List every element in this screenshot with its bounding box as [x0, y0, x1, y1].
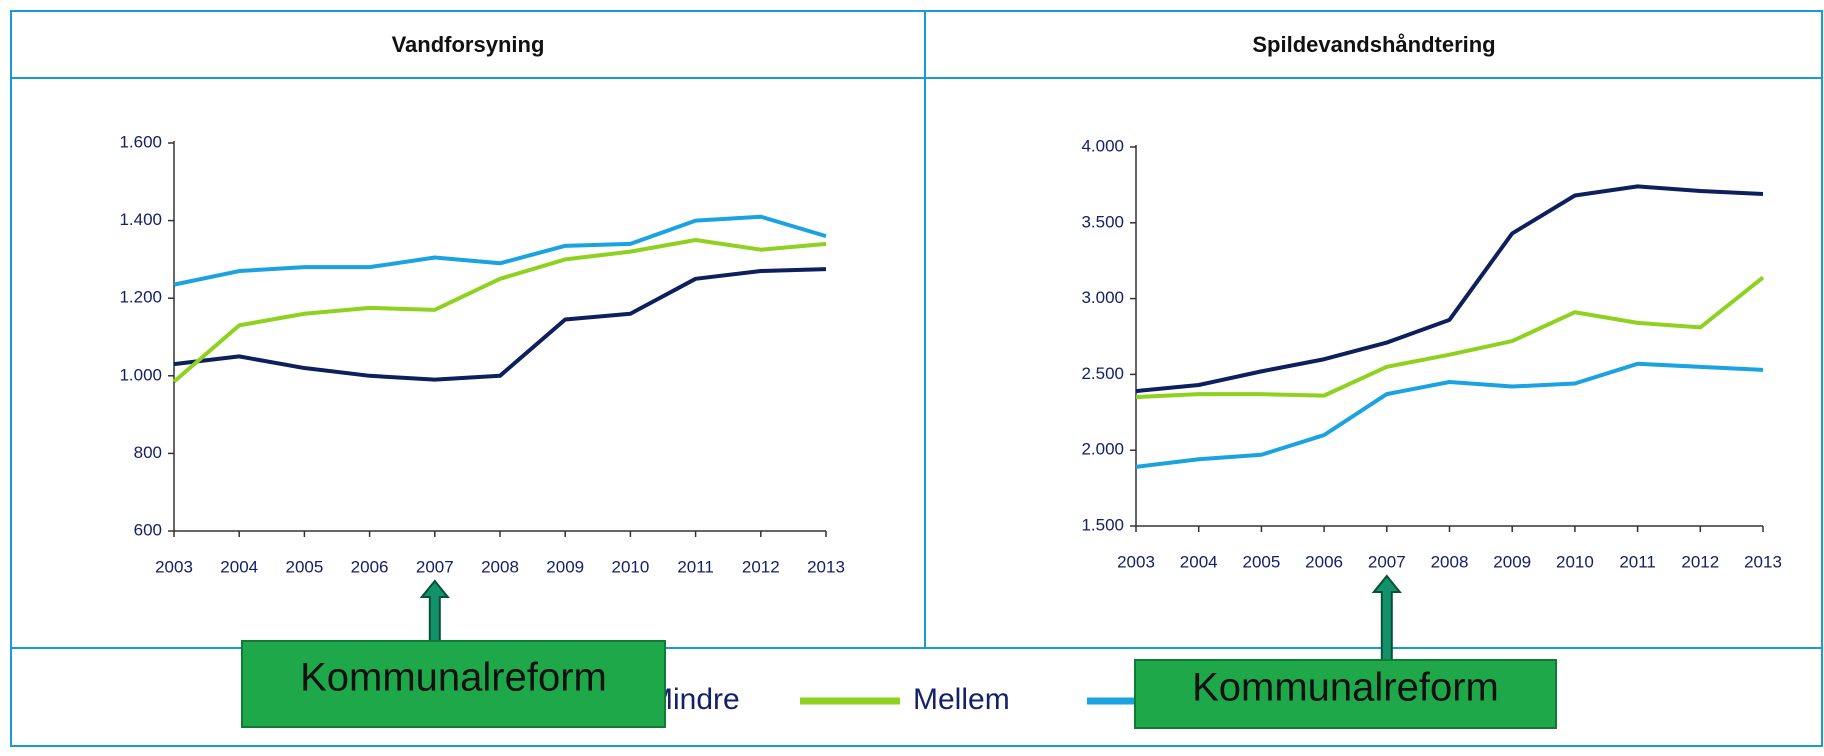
x-tick-label: 2013 — [807, 557, 845, 576]
y-tick-label: 600 — [134, 520, 162, 539]
x-tick-label: 2005 — [1242, 552, 1280, 571]
y-tick-label: 4.000 — [1081, 136, 1124, 155]
x-tick-label: 2007 — [1368, 552, 1406, 571]
x-tick-label: 2008 — [1431, 552, 1469, 571]
legend-label: Mellem — [913, 683, 1010, 716]
annotation-box — [241, 640, 666, 728]
y-tick-label: 1.400 — [119, 210, 162, 229]
x-tick-label: 2003 — [1117, 552, 1155, 571]
series-line — [172, 238, 827, 384]
x-tick-label: 2012 — [742, 557, 780, 576]
y-tick-label: 1.500 — [1081, 515, 1124, 534]
x-tick-label: 2011 — [677, 557, 714, 576]
y-tick-label: 1.600 — [119, 132, 162, 151]
x-tick-label: 2009 — [1493, 552, 1531, 571]
x-tick-label: 2003 — [155, 557, 193, 576]
series-line — [173, 267, 827, 382]
x-tick-label: 2012 — [1681, 552, 1719, 571]
x-tick-label: 2006 — [1305, 552, 1343, 571]
x-tick-label: 2013 — [1744, 552, 1782, 571]
y-tick-label: 3.000 — [1081, 288, 1124, 307]
annotation-label: Kommunalreform — [300, 656, 607, 700]
annotation-label: Kommunalreform — [1192, 666, 1499, 710]
y-tick-label: 800 — [134, 443, 162, 462]
chart-title: Spildevandshåndtering — [1252, 32, 1495, 57]
x-tick-label: 2004 — [220, 557, 258, 576]
x-tick-label: 2005 — [285, 557, 323, 576]
x-tick-label: 2004 — [1180, 552, 1218, 571]
series-line — [1135, 184, 1764, 394]
y-tick-label: 1.200 — [119, 288, 162, 307]
annotation-arrow — [419, 579, 450, 642]
series-line — [1135, 361, 1764, 469]
series-line — [1135, 275, 1765, 400]
y-tick-label: 2.500 — [1081, 364, 1124, 383]
x-tick-label: 2009 — [546, 557, 584, 576]
x-tick-label: 2007 — [416, 557, 454, 576]
x-tick-label: 2010 — [611, 557, 649, 576]
series-line — [173, 214, 827, 287]
y-tick-label: 3.500 — [1081, 212, 1124, 231]
y-tick-label: 1.000 — [119, 365, 162, 384]
x-tick-label: 2011 — [1619, 552, 1656, 571]
annotation-box — [1134, 659, 1557, 729]
x-tick-label: 2010 — [1556, 552, 1594, 571]
x-tick-label: 2008 — [481, 557, 519, 576]
y-tick-label: 2.000 — [1081, 440, 1124, 459]
chart-title: Vandforsyning — [392, 32, 545, 57]
x-tick-label: 2006 — [351, 557, 389, 576]
table-border — [10, 10, 1823, 747]
